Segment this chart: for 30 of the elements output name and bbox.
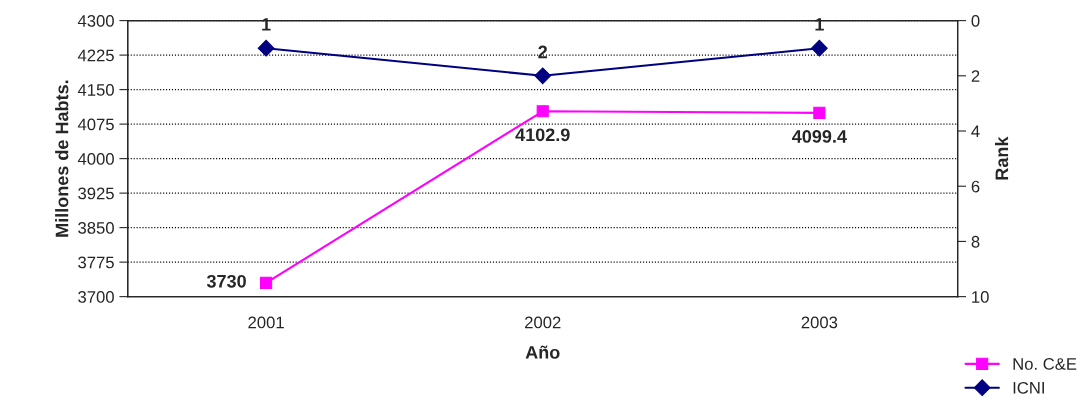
y2-tick-label: 2 [971,70,980,82]
legend-label: No. C&E [1013,358,1077,370]
y2-tick-label: 4 [971,125,980,138]
y-axis-title: Millones de Habts. [55,80,69,237]
y-tick-label: 4075 [77,118,114,131]
x-tick-label: 2002 [525,316,561,329]
y-tick-label: 3700 [78,291,114,303]
x-tick-label: 2001 [248,316,284,329]
x-tick-label: 2003 [801,316,838,329]
point [536,105,549,118]
y2-axis-title: Rank [994,136,1009,180]
data-label: 3730 [206,274,246,288]
point [260,276,273,289]
y-tick-label: 3775 [78,256,114,269]
y-tick-label: 3925 [78,187,114,200]
x-axis-title: Año [525,345,560,359]
y-tick-label: 4300 [77,15,114,27]
data-label: 4099.4 [792,130,847,143]
legend-label: ICNI [1013,381,1044,394]
y2-tick-label: 8 [971,235,980,248]
y-tick-label: 3850 [78,222,114,234]
data-label: 4102.9 [515,128,570,142]
data-label: 2 [538,45,548,59]
y-tick-label: 4225 [77,49,114,62]
y2-tick-label: 0 [971,15,980,27]
y2-tick-label: 10 [972,291,989,303]
y-tick-label: 4150 [77,84,114,96]
point [813,106,826,119]
y2-tick-label: 6 [971,180,980,193]
y-tick-label: 4000 [77,153,114,165]
